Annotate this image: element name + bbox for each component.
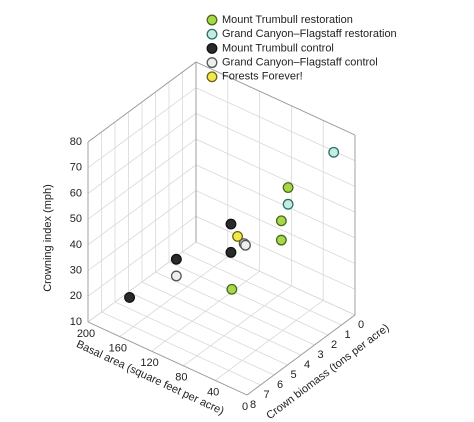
z-axis-label: Crowning index (mph) bbox=[42, 184, 54, 292]
grid-line bbox=[195, 190, 356, 264]
grid-line bbox=[128, 291, 288, 366]
grid-line bbox=[195, 241, 356, 316]
y-tick-label: 2 bbox=[331, 339, 337, 351]
point bbox=[232, 230, 244, 242]
legend-marker bbox=[206, 14, 218, 26]
axis-line bbox=[87, 321, 248, 396]
z-tick-label: 30 bbox=[70, 264, 82, 276]
grid-line bbox=[195, 87, 356, 162]
y-axis-label: Crown biomass (tons per acre) bbox=[264, 322, 391, 422]
point bbox=[226, 283, 238, 295]
x-tick-label: 160 bbox=[109, 343, 127, 355]
legend-label: Grand Canyon–Flagstaff restoration bbox=[222, 28, 397, 40]
y-tick-label: 8 bbox=[250, 399, 256, 411]
y-tick-label: 5 bbox=[290, 369, 296, 381]
legend: Mount Trumbull restoration Grand Canyon–F… bbox=[206, 14, 397, 83]
axis-line bbox=[195, 61, 356, 136]
grid-line bbox=[87, 164, 197, 246]
grid-line bbox=[141, 281, 302, 356]
point bbox=[282, 198, 294, 210]
y-tick-label: 4 bbox=[304, 359, 310, 371]
grid-line bbox=[87, 215, 197, 297]
x-tick-label: 0 bbox=[242, 401, 248, 413]
point bbox=[225, 218, 237, 230]
points bbox=[124, 146, 340, 303]
grid-line bbox=[114, 301, 275, 376]
legend-marker bbox=[206, 42, 218, 54]
axis-line bbox=[87, 61, 197, 143]
y-tick-label: 3 bbox=[317, 349, 323, 361]
point bbox=[124, 291, 136, 303]
legend-marker bbox=[206, 57, 218, 69]
z-tick-label: 60 bbox=[70, 187, 82, 199]
x-tick-label: 40 bbox=[207, 386, 219, 398]
grid-line bbox=[182, 251, 342, 326]
grid-line bbox=[195, 138, 356, 213]
grid-line bbox=[195, 113, 356, 187]
point bbox=[170, 270, 182, 282]
point bbox=[275, 234, 287, 246]
z-tick-label: 80 bbox=[70, 136, 82, 148]
z-tick-label: 40 bbox=[70, 239, 82, 251]
point bbox=[170, 253, 182, 265]
axis-line bbox=[246, 314, 356, 396]
grid-line bbox=[101, 311, 261, 386]
y-tick-label: 1 bbox=[344, 329, 350, 341]
point bbox=[328, 146, 340, 158]
y-tick-label: 0 bbox=[358, 319, 364, 331]
legend-label: Mount Trumbull restoration bbox=[222, 14, 353, 26]
grid-line bbox=[87, 113, 197, 194]
grid-line bbox=[155, 271, 315, 346]
grid-line bbox=[195, 164, 356, 239]
y-tick-label: 6 bbox=[277, 379, 283, 391]
grid-line bbox=[87, 190, 197, 271]
y-tick-label: 7 bbox=[263, 389, 269, 401]
grid-line bbox=[87, 138, 197, 220]
grid-line bbox=[195, 215, 356, 290]
z-tick-label: 50 bbox=[70, 213, 82, 225]
legend-label: Mount Trumbull control bbox=[222, 42, 334, 54]
x-tick-label: 120 bbox=[140, 357, 158, 369]
x-tick-label: 80 bbox=[175, 372, 187, 384]
grid-line bbox=[87, 87, 197, 169]
point bbox=[282, 182, 294, 193]
point bbox=[275, 215, 287, 227]
point bbox=[240, 239, 251, 251]
x-tick-label: 200 bbox=[77, 328, 95, 340]
legend-label: Forests Forever! bbox=[222, 71, 303, 83]
legend-marker bbox=[206, 71, 218, 83]
point bbox=[225, 246, 237, 258]
z-tick-label: 20 bbox=[70, 290, 82, 302]
legend-marker bbox=[206, 28, 218, 40]
z-tick-label: 70 bbox=[70, 162, 82, 174]
legend-label: Grand Canyon–Flagstaff control bbox=[222, 57, 378, 69]
grid-line bbox=[168, 261, 329, 336]
z-tick-label: 10 bbox=[70, 316, 82, 328]
